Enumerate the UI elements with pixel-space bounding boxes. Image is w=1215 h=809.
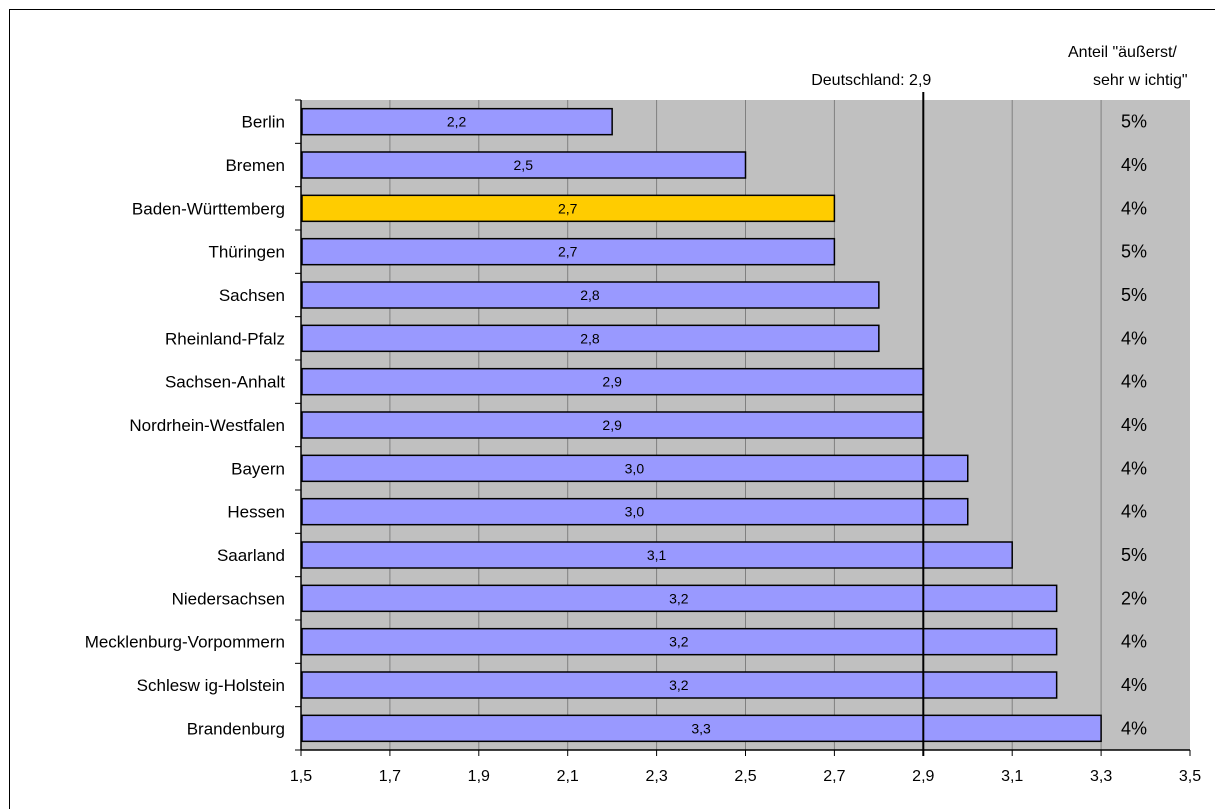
category-label: Mecklenburg-Vorpommern	[85, 633, 285, 652]
category-label: Sachsen	[219, 286, 285, 305]
share-value: 4%	[1121, 632, 1147, 652]
data-label: 2,2	[447, 114, 467, 130]
category-label: Bremen	[225, 156, 285, 175]
category-label: Brandenburg	[187, 719, 285, 738]
category-label: Niedersachsen	[172, 589, 285, 608]
data-label: 2,8	[580, 330, 600, 346]
data-label: 2,7	[558, 244, 578, 260]
data-label: 2,9	[602, 374, 622, 390]
bar	[301, 194, 836, 223]
share-value: 4%	[1121, 372, 1147, 392]
data-label: 3,3	[691, 720, 711, 736]
bar	[301, 541, 1013, 569]
bar	[301, 281, 880, 309]
category-label: Thüringen	[208, 243, 285, 262]
category-label: Hessen	[227, 503, 285, 522]
category-label: Berlin	[242, 113, 285, 132]
data-label: 2,7	[558, 200, 578, 216]
x-tick-label: 1,7	[379, 768, 401, 785]
share-value: 4%	[1121, 155, 1147, 175]
data-label: 3,1	[647, 547, 667, 563]
category-label: Baden-Württemberg	[132, 199, 285, 218]
share-value: 4%	[1121, 198, 1147, 218]
bar	[301, 714, 1102, 743]
data-label: 3,0	[625, 460, 645, 476]
share-header: sehr w ichtig"	[1093, 72, 1188, 89]
x-tick-label: 1,5	[290, 768, 312, 785]
category-label: Nordrhein-Westfalen	[129, 416, 285, 435]
share-value: 4%	[1121, 675, 1147, 695]
bar	[301, 324, 880, 353]
category-label: Schlesw ig-Holstein	[137, 676, 285, 695]
bar	[301, 627, 1058, 656]
bar	[301, 367, 925, 396]
data-label: 3,2	[669, 677, 689, 693]
share-value: 5%	[1121, 285, 1147, 305]
data-label: 2,9	[602, 417, 622, 433]
bar	[301, 237, 836, 266]
data-label: 2,8	[580, 287, 600, 303]
x-tick-label: 3,1	[1001, 768, 1023, 785]
share-value: 4%	[1121, 415, 1147, 435]
bar	[301, 107, 613, 136]
data-label: 3,2	[669, 634, 689, 650]
share-value: 5%	[1121, 112, 1147, 132]
share-header: Anteil "äußerst/	[1068, 44, 1177, 61]
category-label: Saarland	[217, 546, 285, 565]
bar	[301, 671, 1058, 699]
share-value: 2%	[1121, 588, 1147, 608]
data-label: 3,0	[625, 504, 645, 520]
share-value: 4%	[1121, 502, 1147, 522]
x-tick-label: 2,3	[645, 768, 667, 785]
x-tick-label: 2,5	[734, 768, 756, 785]
share-value: 4%	[1121, 458, 1147, 478]
reference-line-label: Deutschland: 2,9	[811, 72, 931, 89]
x-tick-label: 2,1	[557, 768, 579, 785]
x-tick-label: 2,7	[823, 768, 845, 785]
category-label: Sachsen-Anhalt	[165, 373, 285, 392]
data-label: 2,5	[514, 157, 534, 173]
bar	[301, 151, 747, 179]
x-tick-label: 2,9	[912, 768, 934, 785]
bar	[301, 497, 969, 526]
category-label: Rheinland-Pfalz	[165, 329, 285, 348]
category-label: Bayern	[231, 459, 285, 478]
share-value: 5%	[1121, 242, 1147, 262]
x-tick-label: 1,9	[468, 768, 490, 785]
share-value: 4%	[1121, 718, 1147, 738]
data-label: 3,2	[669, 590, 689, 606]
bar	[301, 584, 1058, 613]
x-tick-label: 3,5	[1179, 768, 1201, 785]
share-value: 5%	[1121, 545, 1147, 565]
share-value: 4%	[1121, 328, 1147, 348]
x-tick-label: 3,3	[1090, 768, 1112, 785]
bar	[301, 454, 969, 483]
